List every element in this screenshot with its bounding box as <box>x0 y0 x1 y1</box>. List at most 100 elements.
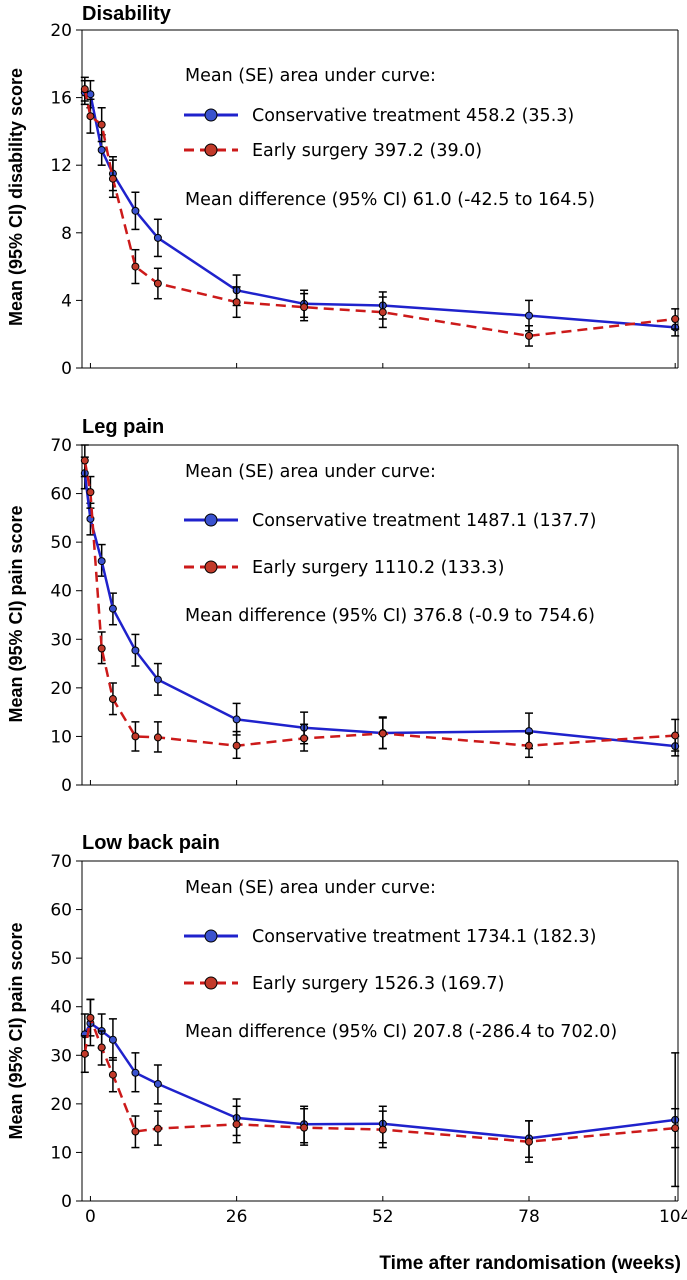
frame <box>81 444 679 786</box>
legend-label-conservative: Conservative treatment 1487.1 (137.7) <box>252 511 597 531</box>
y-tick-label: 8 <box>61 224 72 244</box>
series-layer <box>80 76 680 347</box>
y-tick-label: 30 <box>50 1046 72 1066</box>
annotation: Mean (SE) area under curve: Conservative… <box>184 878 617 1042</box>
panel-leg-pain: Leg pain Mean (95% CI) pain score 0 10 20 3… <box>6 416 680 796</box>
data-point <box>671 1124 680 1133</box>
y-ticks: 0 4 8 12 16 20 <box>50 21 82 379</box>
data-point <box>232 298 241 307</box>
data-point <box>300 303 309 312</box>
x-ticks: 0 26 52 78 104 <box>85 1196 687 1227</box>
y-tick-label: 20 <box>50 1095 72 1115</box>
x-tick-label: 26 <box>226 1207 248 1227</box>
data-point <box>97 557 106 566</box>
series-line-surgery <box>83 88 676 338</box>
x-tick-label: 52 <box>372 1207 394 1227</box>
y-tick-label: 50 <box>50 533 72 553</box>
legend-marker-surgery <box>204 976 218 990</box>
legend-marker-conservative <box>204 108 218 122</box>
data-point <box>671 314 680 323</box>
annotation: Mean (SE) area under curve: Conservative… <box>184 66 595 210</box>
data-point <box>153 733 162 742</box>
annotation-header: Mean (SE) area under curve: <box>185 66 436 86</box>
legend-item-conservative: Conservative treatment 458.2 (35.3) <box>184 106 574 126</box>
frame <box>81 860 679 1202</box>
data-point <box>131 732 140 741</box>
annotation-header: Mean (SE) area under curve: <box>185 462 436 482</box>
y-axis-label: Mean (95% CI) pain score <box>6 505 26 722</box>
legend-label-surgery: Early surgery 1526.3 (169.7) <box>252 974 504 994</box>
x-tick-label: 0 <box>85 1207 96 1227</box>
series-layer <box>80 444 680 760</box>
data-point <box>525 1137 533 1146</box>
data-point <box>131 262 140 271</box>
y-tick-label: 4 <box>61 291 72 311</box>
data-point <box>153 1079 162 1088</box>
annotation-header: Mean (SE) area under curve: <box>185 878 436 898</box>
data-point <box>153 233 162 242</box>
data-point <box>153 279 162 288</box>
y-axis-label: Mean (95% CI) disability score <box>6 68 26 326</box>
y-tick-label: 60 <box>50 901 72 921</box>
y-tick-label: 60 <box>50 485 72 505</box>
data-point <box>108 1070 117 1079</box>
y-tick-label: 0 <box>61 359 72 379</box>
data-point <box>232 1120 241 1129</box>
y-tick-label: 16 <box>50 89 72 109</box>
panel-title: Disability <box>82 3 172 25</box>
data-point <box>80 85 89 94</box>
series-surgery <box>80 444 680 760</box>
data-point <box>108 1035 117 1044</box>
data-point <box>97 145 106 154</box>
x-axis-label: Time after randomisation (weeks) <box>379 1253 681 1274</box>
series-surgery <box>80 998 680 1163</box>
legend-marker-surgery <box>204 560 218 574</box>
legend-item-conservative: Conservative treatment 1487.1 (137.7) <box>184 511 597 531</box>
annotation-footer: Mean difference (95% CI) 207.8 (-286.4 t… <box>185 1022 617 1042</box>
x-tick-label: 104 <box>659 1207 687 1227</box>
legend-item-surgery: Early surgery 397.2 (39.0) <box>184 141 482 161</box>
data-point <box>131 1127 140 1136</box>
annotation-footer: Mean difference (95% CI) 61.0 (-42.5 to … <box>185 190 595 210</box>
y-tick-label: 50 <box>50 949 72 969</box>
data-point <box>97 1043 106 1052</box>
legend-item-conservative: Conservative treatment 1734.1 (182.3) <box>184 927 597 947</box>
y-tick-label: 30 <box>50 630 72 650</box>
data-point <box>108 174 117 183</box>
panel-title: Low back pain <box>82 832 220 854</box>
y-tick-label: 0 <box>61 1192 72 1212</box>
data-point <box>86 1013 95 1022</box>
series-surgery <box>80 76 680 347</box>
data-point <box>671 731 680 740</box>
data-point <box>131 1068 140 1077</box>
data-point <box>86 90 95 99</box>
data-point <box>86 112 95 121</box>
y-tick-label: 10 <box>50 727 72 747</box>
data-point <box>80 456 89 465</box>
legend-label-surgery: Early surgery 397.2 (39.0) <box>252 141 482 161</box>
data-point <box>525 311 533 320</box>
data-point <box>153 1124 162 1133</box>
panel-low-back-pain: Low back pain Mean (95% CI) pain score 0… <box>6 832 687 1227</box>
panel-disability: Disability Mean (95% CI) disability scor… <box>6 3 680 379</box>
y-axis-label: Mean (95% CI) pain score <box>6 922 26 1139</box>
data-point <box>232 715 241 724</box>
y-tick-label: 70 <box>50 436 72 456</box>
y-tick-label: 20 <box>50 21 72 41</box>
data-point <box>378 308 387 317</box>
legend-label-conservative: Conservative treatment 458.2 (35.3) <box>252 106 574 126</box>
data-point <box>525 331 533 340</box>
y-ticks: 0 10 20 30 40 50 60 70 <box>50 852 82 1212</box>
annotation: Mean (SE) area under curve: Conservative… <box>184 462 597 626</box>
data-point <box>378 729 387 738</box>
legend-marker-conservative <box>204 929 218 943</box>
data-point <box>378 1125 387 1134</box>
y-tick-label: 12 <box>50 156 72 176</box>
data-point <box>131 646 140 655</box>
data-point <box>108 695 117 704</box>
y-tick-label: 0 <box>61 776 72 796</box>
x-ticks <box>89 363 676 368</box>
data-point <box>97 644 106 653</box>
legend-label-conservative: Conservative treatment 1734.1 (182.3) <box>252 927 597 947</box>
y-ticks: 0 10 20 30 40 50 60 70 <box>50 436 82 796</box>
